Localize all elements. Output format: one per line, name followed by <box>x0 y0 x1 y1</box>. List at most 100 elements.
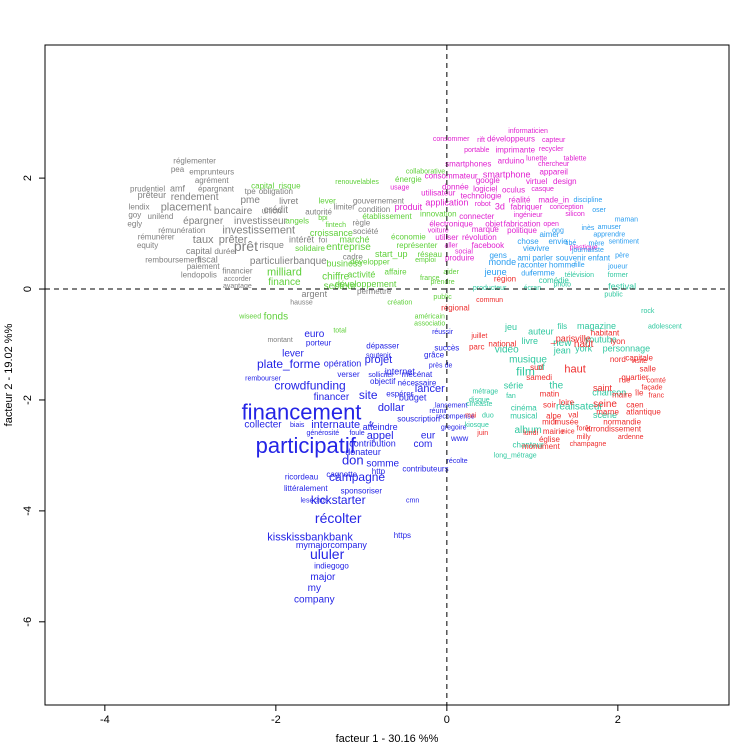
word-label: politique <box>507 226 537 235</box>
word-label: of <box>537 362 545 372</box>
word-label: unilend <box>148 212 174 221</box>
word-label: loire <box>559 398 575 407</box>
word-label: représenter <box>396 241 437 250</box>
word-label: enfant <box>588 254 611 263</box>
word-label: champagne <box>570 441 607 448</box>
word-label: mère <box>588 240 604 247</box>
word-label: permettre <box>357 287 392 296</box>
word-label: financer <box>314 392 350 403</box>
word-label: long_métrage <box>494 452 537 459</box>
word-label: énergie <box>395 175 422 184</box>
word-label: série <box>504 380 524 390</box>
word-label: objet <box>485 219 503 228</box>
word-label: the <box>549 381 563 392</box>
word-label: musée <box>555 417 580 426</box>
word-label: oser <box>592 207 606 214</box>
word-label: scène <box>593 410 617 420</box>
word-label: normandie <box>603 417 641 426</box>
word-label: jeu <box>504 322 517 332</box>
word-label: projet <box>365 354 393 366</box>
word-label: monument <box>522 442 561 451</box>
word-label: indiegogo <box>314 561 349 570</box>
word-label: bpi <box>318 215 328 222</box>
word-label: vie <box>523 244 534 253</box>
word-label: jean <box>553 346 571 356</box>
word-label: aller <box>445 243 459 250</box>
word-label: fan <box>506 393 516 400</box>
word-label: atlantique <box>626 407 661 416</box>
word-label: nécessaire <box>398 378 437 387</box>
word-label: verser <box>337 370 360 379</box>
word-label: soir <box>543 401 556 410</box>
word-label: fabriquer <box>511 203 543 212</box>
word-label: plate_forme <box>257 357 321 371</box>
x-tick-label: 2 <box>615 714 621 726</box>
word-label: smartphones <box>445 159 491 168</box>
word-label: technologie <box>461 192 502 201</box>
word-label: père <box>615 253 629 260</box>
word-label: de <box>445 362 453 369</box>
word-label: appel <box>367 430 394 442</box>
word-label: _parisville <box>550 333 591 343</box>
word-label: investissement <box>222 225 295 237</box>
word-label: company <box>294 594 335 605</box>
word-label: cagnotte <box>326 470 357 479</box>
word-label: réglementer <box>173 157 216 166</box>
word-label: youtube <box>585 334 617 344</box>
word-label: site <box>359 388 378 402</box>
y-tick-label: 0 <box>22 286 34 292</box>
word-label: lendix <box>129 203 150 212</box>
word-label: foi <box>319 235 328 244</box>
word-label: secteur <box>324 281 357 292</box>
word-label: fils <box>557 322 567 331</box>
word-label: près <box>429 362 443 369</box>
word-label: montant <box>267 337 292 344</box>
word-label: gregoire <box>441 425 467 432</box>
word-label: connecter <box>459 212 494 221</box>
word-label: risque <box>259 240 284 250</box>
word-label: lever <box>282 349 304 360</box>
word-label: eur <box>421 431 436 442</box>
word-label: métrage <box>472 388 498 395</box>
y-tick-label: -4 <box>22 506 34 516</box>
word-label: ami <box>517 254 530 263</box>
word-label: sponsoriser <box>341 487 383 496</box>
word-label: foule <box>349 430 364 437</box>
word-label: consommer <box>433 136 470 143</box>
word-label: réussir <box>432 329 454 336</box>
word-label: kiosque <box>465 422 489 429</box>
word-label: chanteur <box>513 441 544 450</box>
word-label: paiement <box>187 262 221 271</box>
word-label: capitale <box>625 353 653 362</box>
word-label: succès <box>434 343 459 352</box>
word-label: récolte <box>447 458 468 465</box>
word-label: caen <box>626 401 643 410</box>
word-label: parler <box>532 254 553 263</box>
word-label: ong <box>552 228 564 235</box>
word-label: lyon <box>611 337 626 346</box>
word-label: accorder <box>224 276 252 283</box>
word-label: opération <box>324 358 362 368</box>
word-label: salle <box>640 365 657 374</box>
word-label: contributeurs <box>402 464 448 473</box>
word-label: condition <box>358 205 390 214</box>
word-label: joueur <box>607 264 628 271</box>
y-axis-label: facteur 2 - 19.02 %% <box>3 323 15 426</box>
word-label: comédie <box>539 276 570 285</box>
word-label: crédit <box>264 205 289 216</box>
word-label: maire <box>612 391 633 400</box>
word-label: marne <box>596 407 619 416</box>
word-label: consommateur <box>425 172 478 181</box>
word-label: régional <box>441 304 470 313</box>
word-label: gens <box>489 251 506 260</box>
word-label: new <box>553 338 572 349</box>
word-label: haut <box>574 339 594 350</box>
word-label: solidaire <box>295 244 325 253</box>
word-label: casque <box>531 186 554 193</box>
word-label: générosité <box>307 430 340 437</box>
word-label: nord <box>610 355 626 364</box>
word-label: open <box>543 221 559 228</box>
word-label: magazine <box>577 321 616 331</box>
word-label: portable <box>464 147 489 154</box>
word-label: kisskissbankbank <box>267 531 353 543</box>
